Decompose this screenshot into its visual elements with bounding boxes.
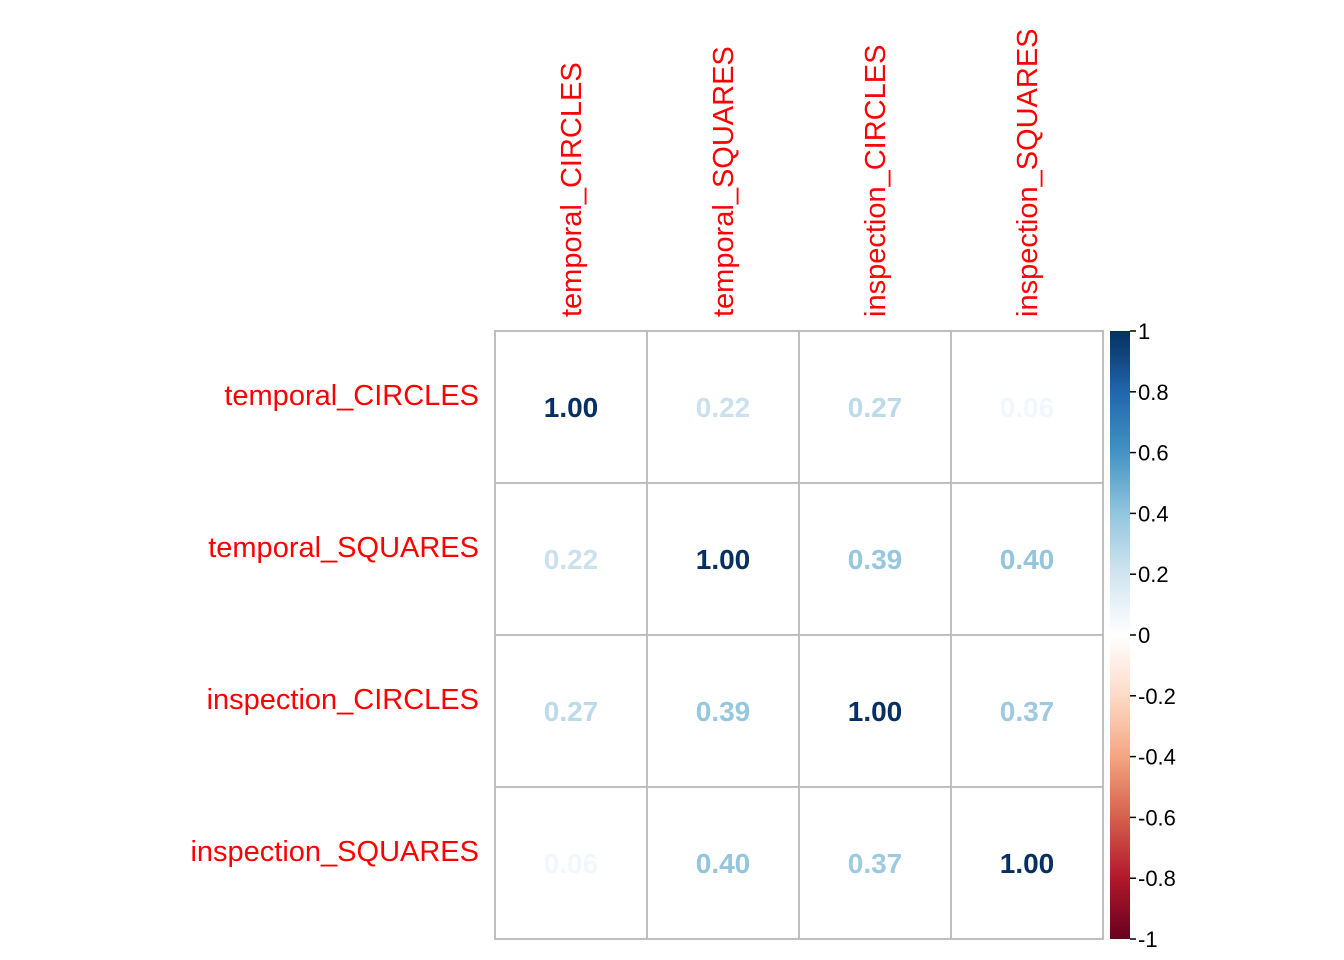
heatmap-cell: [646, 482, 800, 636]
colorbar-tick-label: 0.4: [1138, 501, 1169, 526]
cell-value-label: 0.27: [848, 392, 903, 423]
cell-value-label: 0.06: [1000, 392, 1055, 423]
cell-value-label: 0.40: [1000, 544, 1055, 575]
cell-value-label: 0.27: [544, 696, 599, 727]
cell-value-label: 1.00: [848, 696, 903, 727]
cell-value-label: 0.37: [1000, 696, 1055, 727]
row-label: temporal_SQUARES: [208, 532, 479, 564]
cell-value-label: 0.22: [544, 544, 599, 575]
column-label: inspection_CIRCLES: [860, 45, 892, 317]
colorbar-gradient: [1110, 331, 1130, 939]
cell-value-label: 0.22: [696, 392, 751, 423]
cell-value-label: 0.39: [696, 696, 751, 727]
heatmap-cell: [646, 786, 800, 940]
colorbar-tick-label: 0: [1138, 623, 1150, 648]
row-label: inspection_CIRCLES: [207, 684, 479, 716]
row-label: inspection_SQUARES: [190, 836, 479, 868]
colorbar-tick-label: -0.6: [1138, 805, 1176, 830]
column-label: inspection_SQUARES: [1012, 28, 1044, 317]
column-labels: temporal_CIRCLES temporal_SQUARES inspecti…: [556, 28, 1044, 317]
colorbar-tick-label: 0.8: [1138, 380, 1169, 405]
heatmap-cell: [950, 634, 1104, 788]
colorbar: 1 0.8 0.6 0.4 0.2 0 -0.2 -0.4 -0.6 -0.8 -1: [1110, 319, 1176, 952]
colorbar-tick-label: -1: [1138, 927, 1158, 952]
heatmap-cell: [950, 786, 1104, 940]
cell-value-label: 0.39: [848, 544, 903, 575]
colorbar-tick-label: 1: [1138, 319, 1150, 344]
colorbar-tick-label: 0.6: [1138, 441, 1169, 466]
colorbar-tick-label: -0.4: [1138, 745, 1176, 770]
heatmap-cell: [646, 330, 800, 484]
colorbar-tick-label: 0.2: [1138, 562, 1169, 587]
heatmap-cell: [950, 330, 1104, 484]
heatmap-cell: [494, 330, 648, 484]
colorbar-tick-label: -0.2: [1138, 684, 1176, 709]
heatmap-cell: [494, 482, 648, 636]
heatmap-cell: [646, 634, 800, 788]
heatmap-cell: [950, 482, 1104, 636]
column-label: temporal_SQUARES: [708, 46, 740, 317]
heatmap-cell: [798, 330, 952, 484]
cell-value-label: 0.06: [544, 848, 599, 879]
colorbar-tick-label: -0.8: [1138, 866, 1176, 891]
cell-value-label: 1.00: [1000, 848, 1055, 879]
grid: [494, 330, 1104, 940]
cell-value-label: 0.40: [696, 848, 751, 879]
column-label: temporal_CIRCLES: [556, 62, 588, 317]
cell-value-label: 1.00: [696, 544, 751, 575]
heatmap-cell: [494, 786, 648, 940]
row-label: temporal_CIRCLES: [224, 380, 479, 412]
cell-value-label: 0.37: [848, 848, 903, 879]
cell-values: 1.00 0.22 0.27 0.06 0.22 1.00 0.39 0.40 0.27 0.39…: [544, 392, 1055, 879]
cell-value-label: 1.00: [544, 392, 599, 423]
row-labels: temporal_CIRCLES temporal_SQUARES inspecti…: [190, 380, 479, 868]
